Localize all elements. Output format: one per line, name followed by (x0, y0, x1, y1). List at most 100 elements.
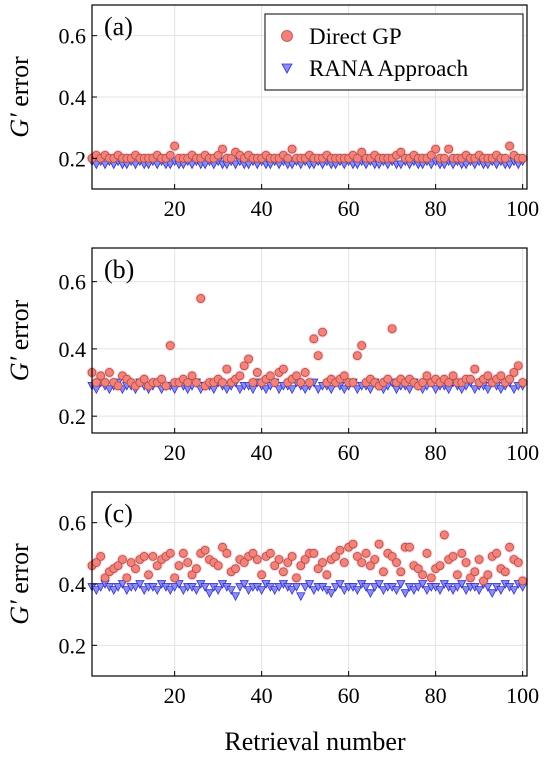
direct-gp-point (305, 378, 314, 387)
direct-gp-point (461, 558, 471, 567)
x-tick-label: 60 (338, 196, 360, 221)
x-tick-label: 20 (164, 440, 186, 465)
rana-point (509, 385, 519, 395)
direct-gp-point (274, 555, 284, 564)
direct-gp-point (466, 374, 475, 384)
direct-gp-point (392, 558, 401, 567)
direct-gp-point (278, 567, 288, 577)
direct-gp-point (357, 147, 367, 157)
direct-gp-point (348, 378, 358, 387)
rana-point (222, 385, 232, 395)
rana-point (330, 583, 341, 592)
x-axis-label: Retrieval number (224, 727, 406, 756)
x-tick-label: 100 (506, 440, 539, 465)
direct-gp-point (96, 371, 106, 381)
direct-gp-point (100, 573, 110, 583)
y-tick-label: 0.4 (59, 572, 87, 597)
direct-gp-point (278, 364, 288, 374)
direct-gp-point (252, 555, 262, 564)
direct-gp-point (365, 561, 375, 570)
rana-point (448, 586, 458, 595)
direct-gp-point (444, 144, 454, 154)
rana-point (361, 583, 371, 592)
direct-gp-point (452, 570, 462, 580)
rana-point (169, 583, 180, 592)
direct-gp-point (496, 371, 506, 381)
x-tick-label: 80 (425, 683, 447, 708)
direct-gp-point (383, 374, 393, 384)
direct-gp-point (318, 327, 327, 337)
direct-gp-point (183, 558, 193, 567)
x-tick-label: 100 (506, 683, 539, 708)
rana-point (300, 385, 310, 395)
direct-gp-point (165, 341, 175, 350)
direct-gp-point (157, 374, 167, 384)
rana-point (352, 385, 363, 395)
y-axis-label-text: error (5, 543, 34, 600)
rana-point (483, 583, 493, 592)
rana-point (187, 160, 197, 170)
direct-gp-point (318, 558, 327, 567)
rana-point (509, 586, 519, 595)
rana-point (339, 385, 349, 395)
panels: 20 40 60 80 100 0.2 0.4 0.6 (a) G′ error Direct GP… (5, 4, 539, 708)
panel-label: (b) (104, 255, 134, 284)
direct-gp-point (322, 570, 332, 580)
direct-gp-point (178, 548, 188, 558)
direct-gp-point (309, 334, 319, 344)
direct-gp-point (239, 361, 249, 371)
rana-point (243, 160, 254, 170)
direct-gp-point (165, 548, 175, 558)
direct-gp-point (509, 368, 519, 377)
rana-point (452, 583, 463, 592)
x-tick-label: 80 (425, 196, 447, 221)
rana-point (422, 586, 432, 595)
y-axis-label: G′ error (5, 299, 34, 381)
y-axis-label: G′ error (5, 56, 34, 138)
rana-point (461, 160, 471, 170)
rana-point (239, 580, 249, 589)
legend: Direct GP RANA Approach (264, 13, 524, 91)
direct-gp-point (396, 567, 406, 577)
rana-point (400, 589, 410, 599)
rana-point (352, 586, 363, 595)
y-tick-label: 0.4 (59, 337, 87, 362)
rana-point (365, 385, 376, 395)
y-tick-label: 0.2 (59, 404, 87, 429)
rana-point (165, 586, 175, 595)
direct-gp-point (265, 371, 275, 381)
direct-gp-point (222, 548, 232, 558)
direct-gp-point (352, 351, 362, 361)
y-axis-label: G′ error (5, 543, 34, 625)
direct-gp-point (379, 567, 388, 577)
rana-point (122, 586, 132, 595)
direct-gp-point (348, 539, 358, 549)
direct-gp-point (287, 552, 297, 561)
rana-point (213, 586, 223, 595)
rana-point (287, 586, 297, 595)
rana-point (391, 586, 402, 595)
rana-point (409, 586, 419, 595)
x-tick-label: 20 (164, 683, 186, 708)
direct-gp-point (313, 564, 323, 574)
rana-point (470, 385, 480, 395)
rana-point (370, 583, 380, 592)
rana-point (365, 589, 376, 599)
rana-point (230, 160, 241, 170)
rana-point (152, 160, 162, 170)
y-tick-label: 0.2 (59, 146, 87, 171)
direct-gp-point (300, 555, 310, 564)
rana-point (235, 385, 245, 395)
direct-gp-point (257, 570, 267, 580)
direct-gp-point (244, 354, 254, 364)
direct-gp-point (144, 570, 153, 580)
rana-point (487, 589, 497, 599)
rana-point (113, 583, 123, 592)
direct-gp-point (457, 548, 467, 558)
direct-gp-point (148, 552, 158, 561)
direct-gp-point (435, 561, 445, 570)
direct-gp-point (357, 558, 367, 567)
rana-point (287, 160, 297, 170)
rana-point (396, 160, 406, 170)
rana-point (417, 580, 428, 589)
